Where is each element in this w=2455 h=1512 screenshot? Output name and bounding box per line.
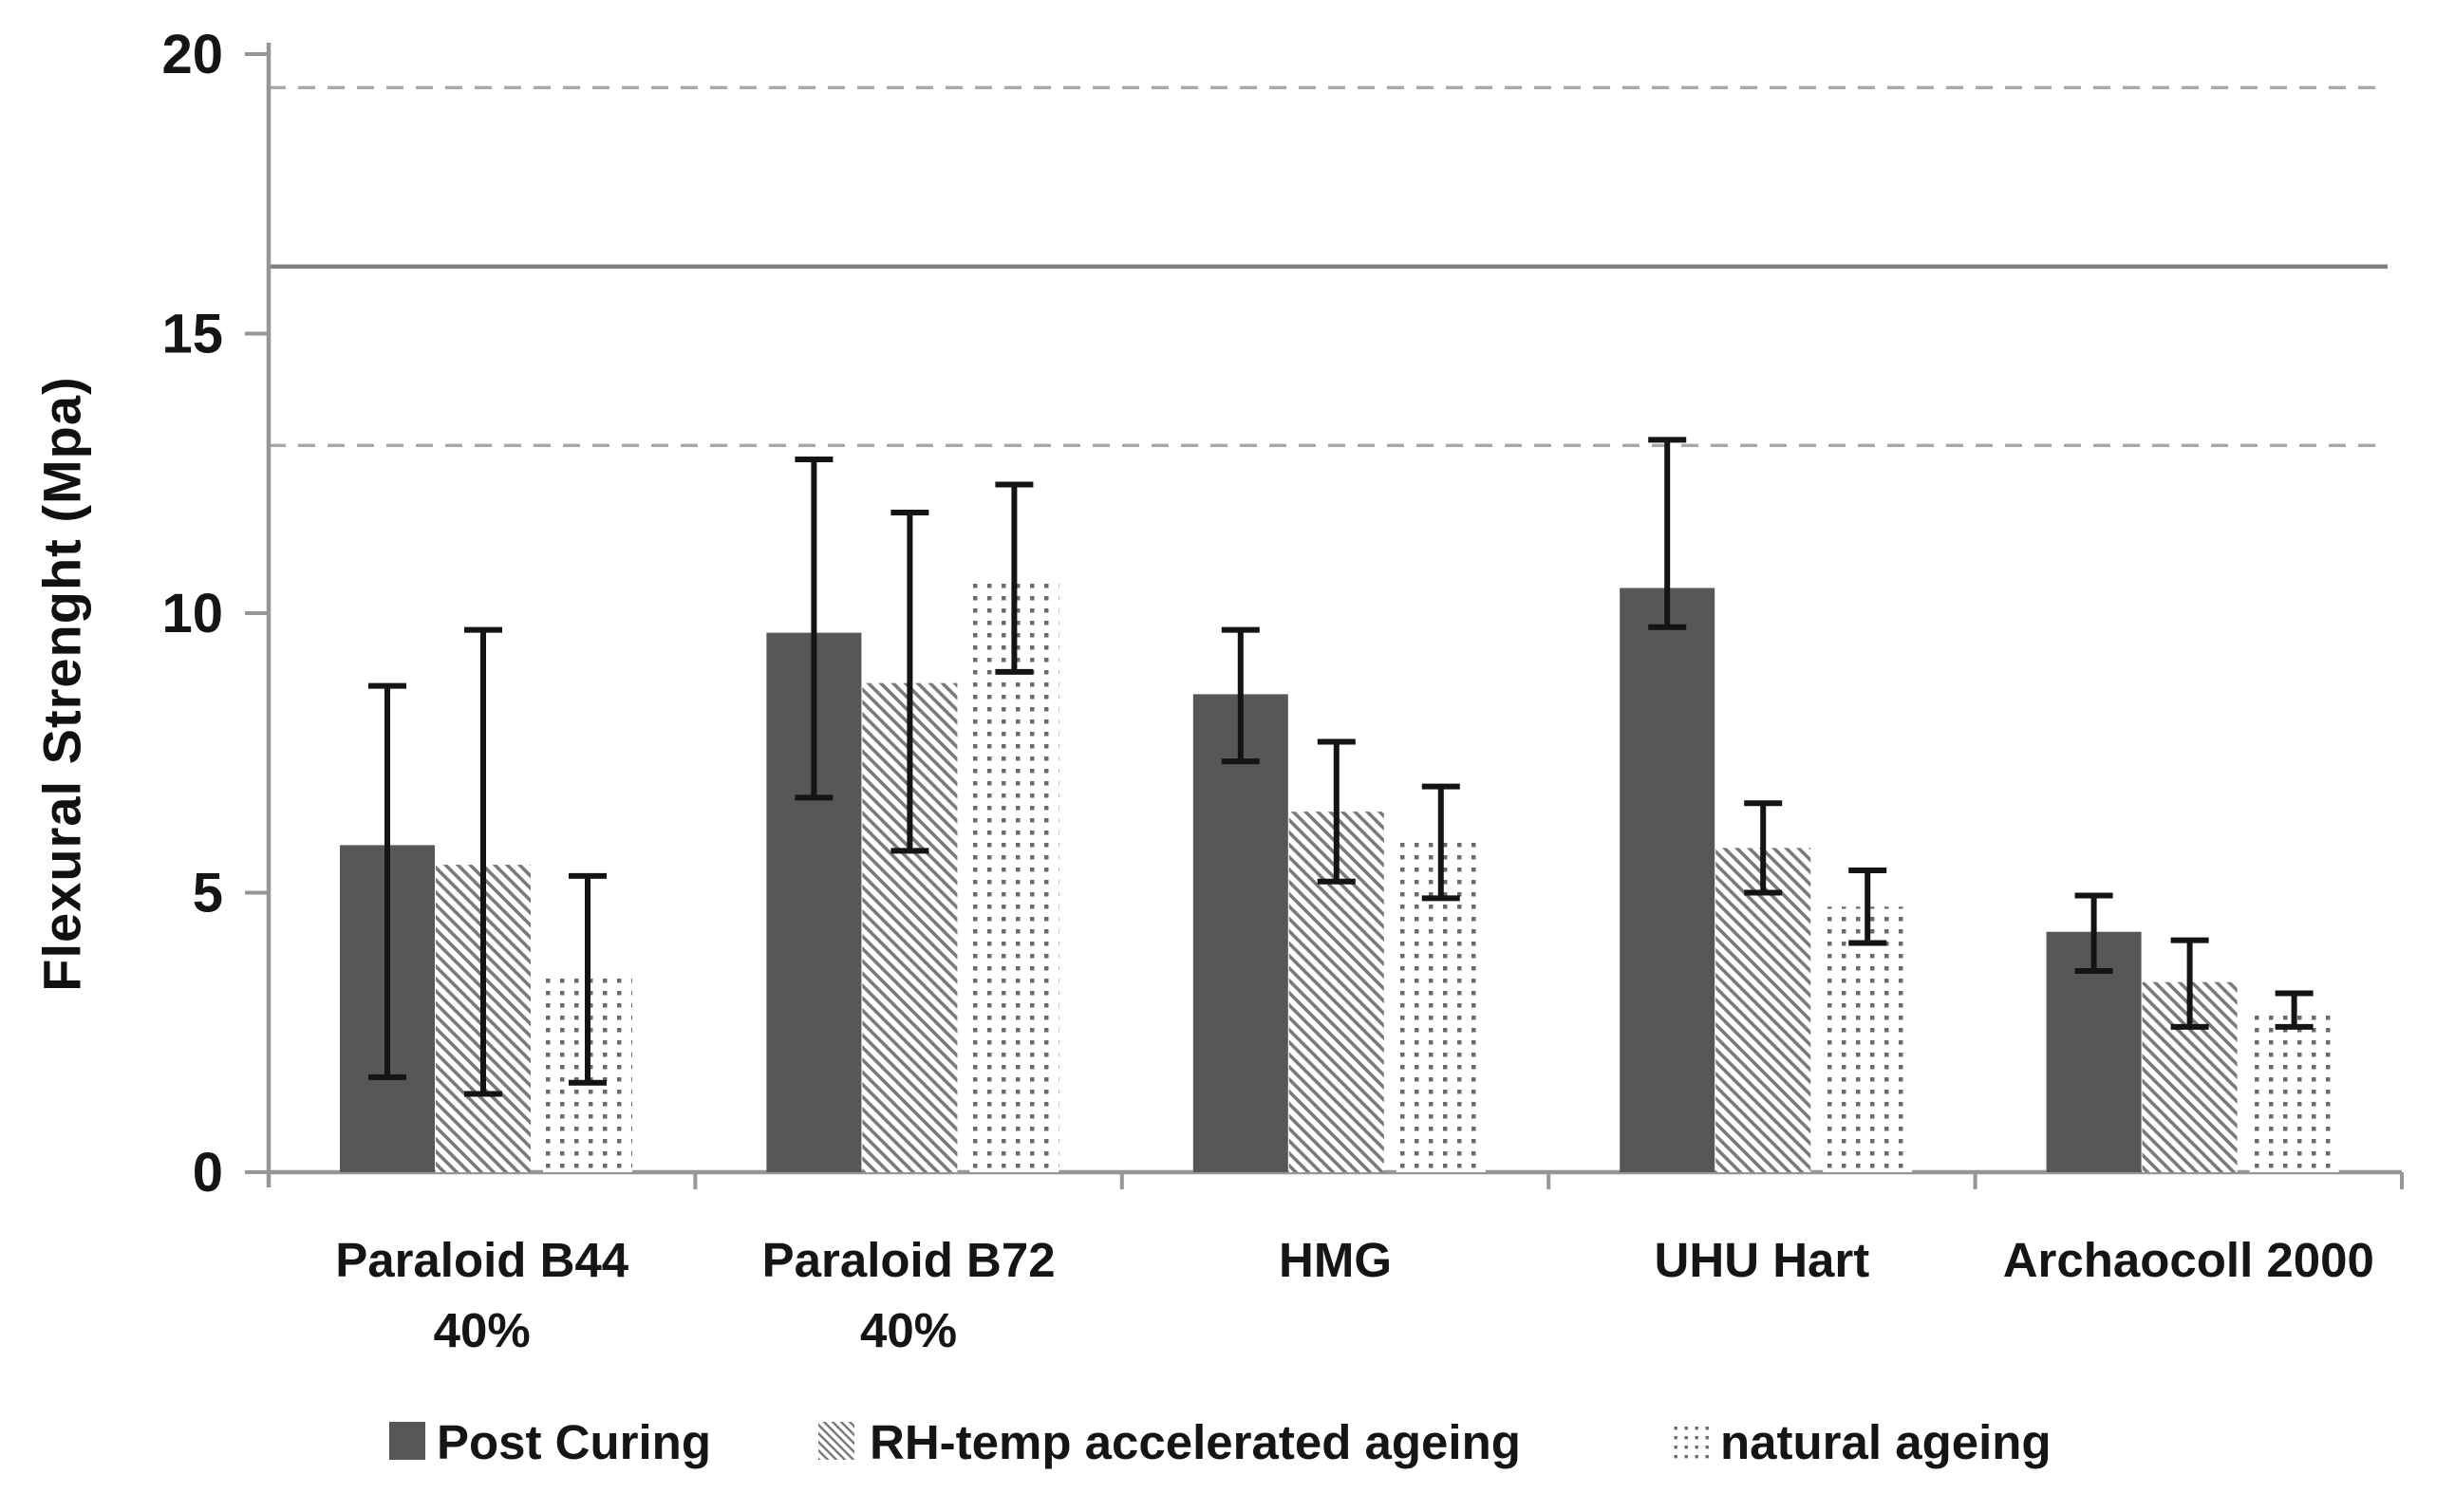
bar-series3-cat5: [2249, 1010, 2339, 1172]
bar-series3-cat4: [1823, 906, 1913, 1172]
y-axis-title: Flexural Strenght (Mpa): [31, 376, 92, 992]
bar-series1-cat4: [1620, 588, 1715, 1172]
y-tick-label-15: 15: [161, 304, 223, 365]
x-category-label-5-line1: Archaocoll 2000: [2003, 1233, 2374, 1287]
legend-label-series1: Post Curing: [437, 1415, 711, 1469]
legend-swatch-dots: [1673, 1422, 1709, 1460]
legend-label-series2: RH-temp accelerated ageing: [870, 1415, 1521, 1469]
x-category-label-2-line2: 40%: [860, 1303, 957, 1357]
y-tick-label-20: 20: [161, 24, 223, 85]
x-category-label-4-line1: UHU Hart: [1655, 1233, 1870, 1287]
y-tick-label-10: 10: [161, 583, 223, 644]
bar-series2-cat4: [1715, 848, 1811, 1172]
bar-series3-cat2: [969, 576, 1059, 1172]
bar-series1-cat3: [1192, 694, 1288, 1172]
x-category-label-1-line2: 40%: [434, 1303, 531, 1357]
x-category-label-2-line1: Paraloid B72: [762, 1233, 1056, 1287]
legend-label-series3: natural ageing: [1720, 1415, 2052, 1469]
legend-swatch-diagonal-hatch: [818, 1422, 854, 1460]
x-category-label-3-line1: HMG: [1279, 1233, 1392, 1287]
y-tick-label-5: 5: [193, 863, 223, 924]
y-tick-label-0: 0: [193, 1142, 223, 1204]
legend-swatch-solid: [389, 1422, 425, 1460]
x-category-label-1-line1: Paraloid B44: [335, 1233, 629, 1287]
